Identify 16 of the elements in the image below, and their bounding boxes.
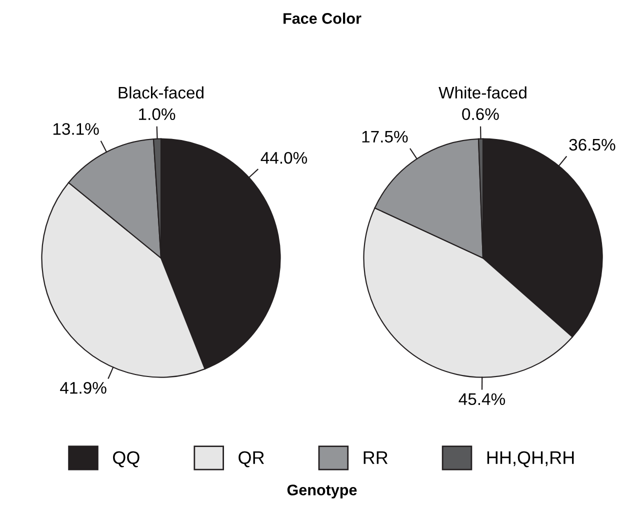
chart-title: Black-faced (118, 86, 204, 99)
data-label: 44.0% (260, 152, 308, 164)
legend-label: RR (364, 451, 388, 464)
legend-title: Genotype (287, 484, 357, 498)
data-label: 13.1% (53, 123, 99, 135)
legend-label: QQ (113, 451, 140, 468)
data-label: 36.5% (569, 138, 616, 151)
data-label: 17.5% (362, 130, 408, 143)
data-label: 41.9% (60, 382, 106, 394)
legend-label: QR (238, 451, 264, 468)
chart-title: White-faced (438, 86, 526, 99)
data-label: 45.4% (458, 393, 506, 406)
text: Face Color (284, 12, 362, 24)
legend-label: HH,QH,RH (487, 451, 574, 468)
data-label: 1.0% (139, 108, 176, 120)
data-label: 0.6% (462, 108, 499, 120)
